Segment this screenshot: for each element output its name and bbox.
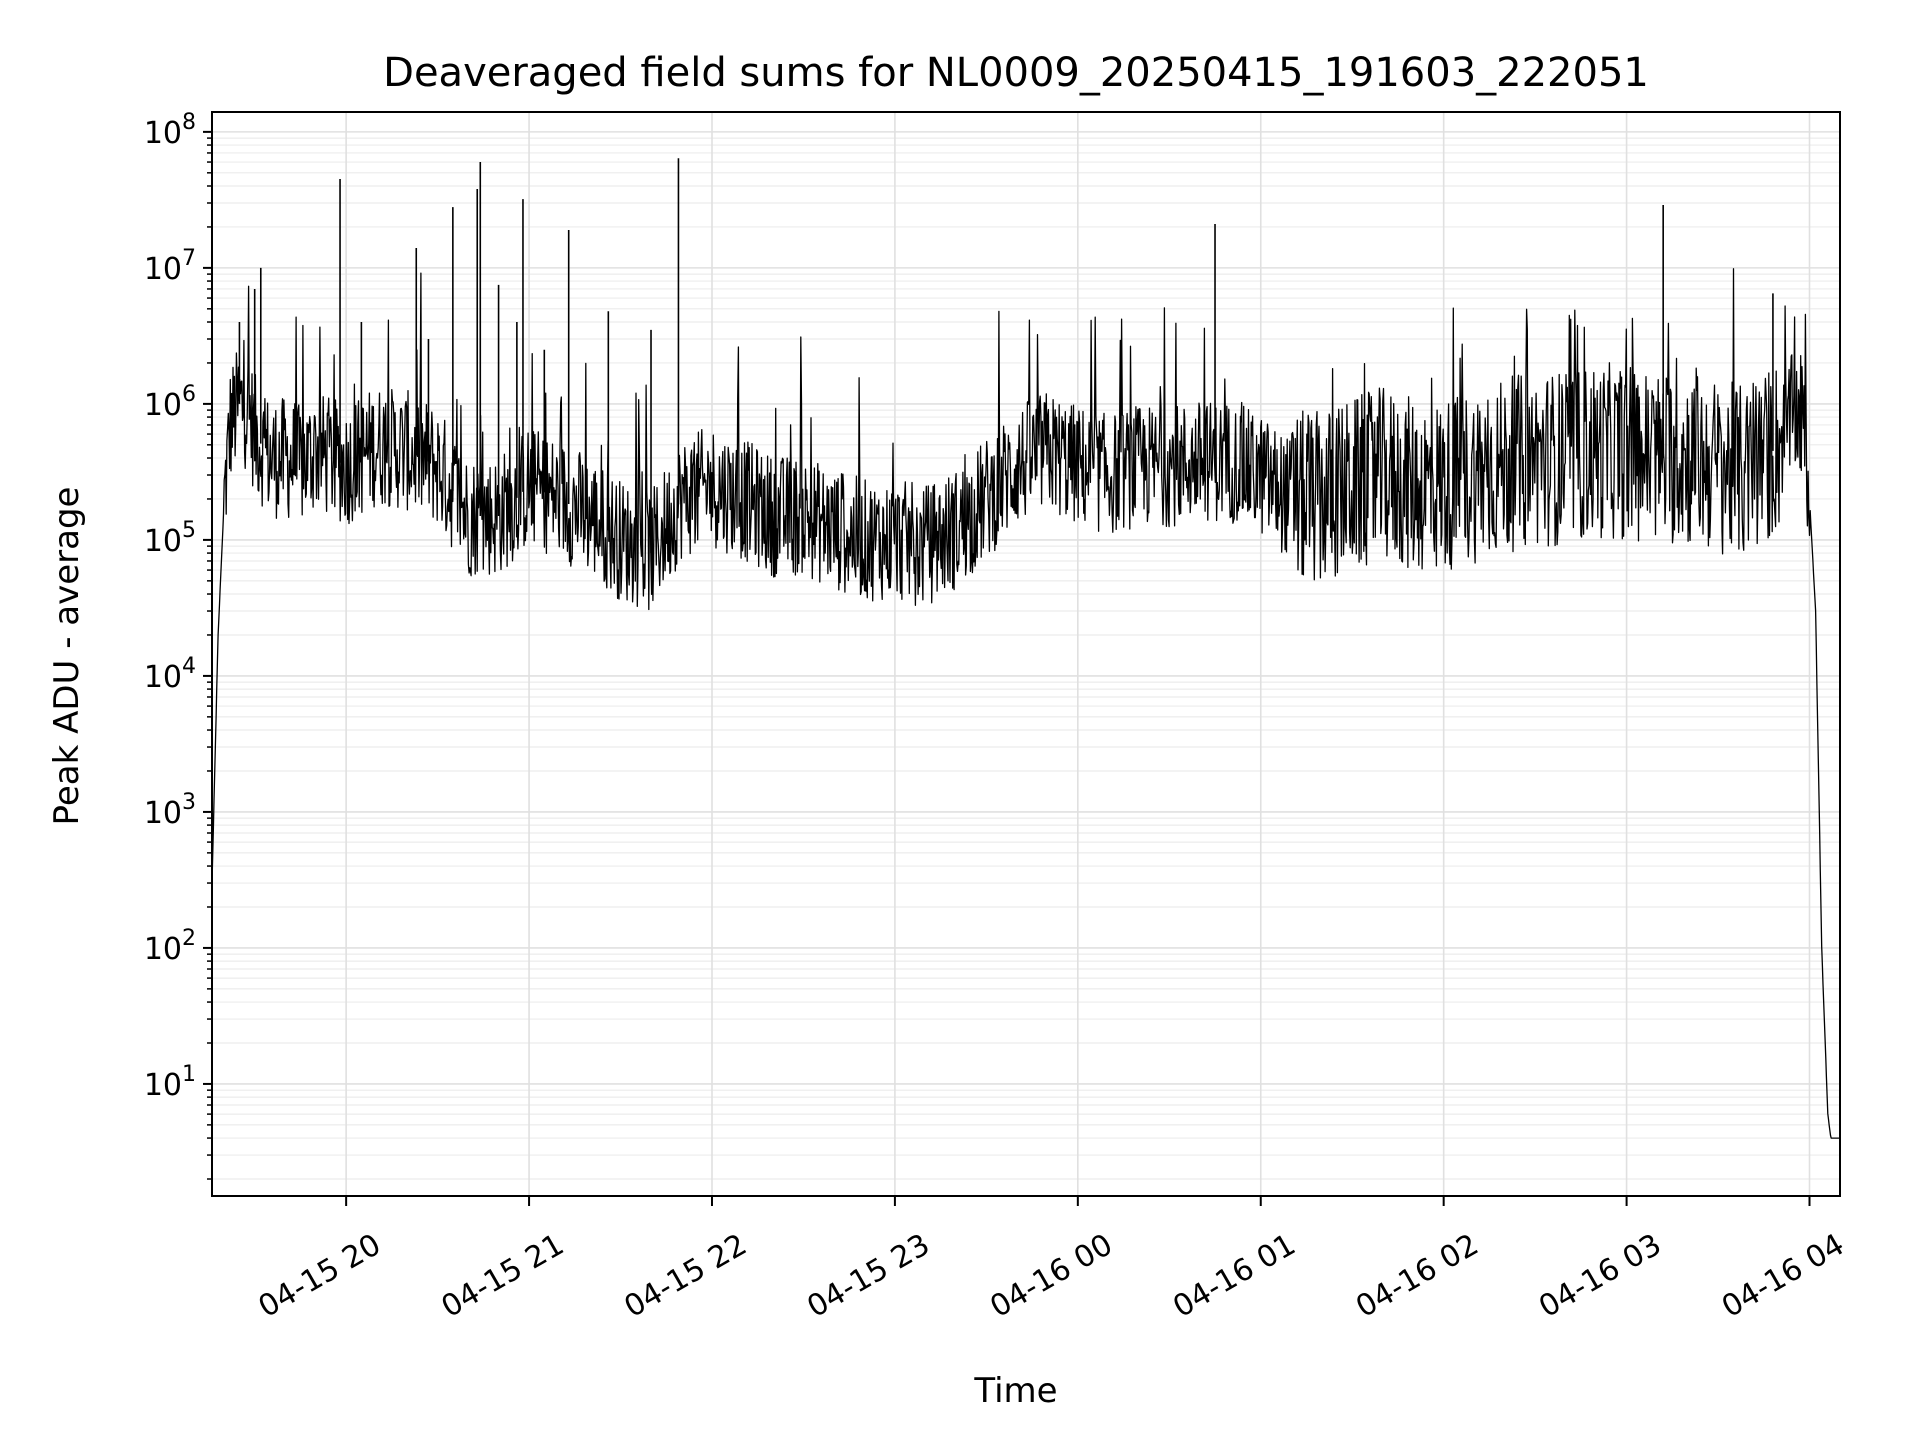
y-axis-label: Peak ADU - average [47, 487, 87, 826]
y-tick-label: 101 [144, 1062, 196, 1103]
series-line [211, 268, 1840, 1139]
y-tick-label: 102 [144, 926, 196, 967]
x-axis-label: Time [973, 1371, 1057, 1411]
y-tick-label: 107 [144, 246, 196, 287]
chart-title: Deaveraged field sums for NL0009_2025041… [383, 50, 1649, 96]
y-tick-label: 106 [144, 382, 196, 423]
data-series [211, 158, 1840, 1139]
y-tick-label: 104 [144, 654, 196, 695]
y-axis-ticks: 101 102 103 104 105 106 107 108 [144, 110, 212, 1180]
y-tick-label: 103 [144, 790, 196, 831]
plot-frame [211, 111, 1841, 1197]
grid [212, 112, 1840, 1196]
y-tick-label: 108 [144, 110, 196, 151]
y-tick-label: 105 [144, 518, 196, 559]
